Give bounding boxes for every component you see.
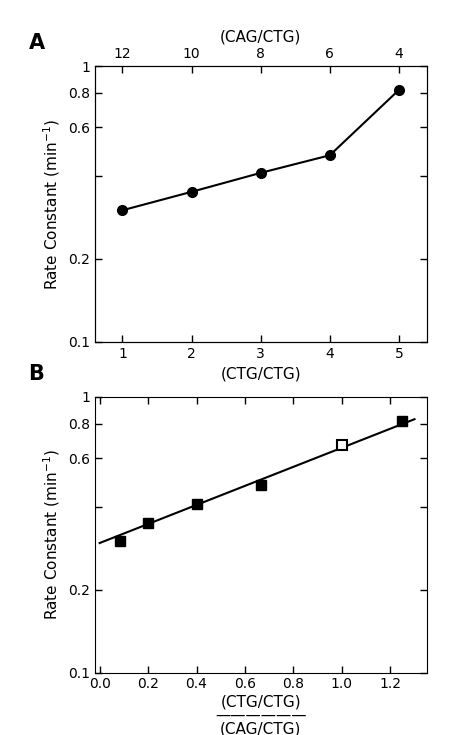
Y-axis label: Rate Constant (min$^{-1}$): Rate Constant (min$^{-1}$) [42, 449, 63, 620]
X-axis label: (CTG/CTG): (CTG/CTG) [220, 366, 301, 381]
Text: A: A [28, 33, 45, 53]
Y-axis label: Rate Constant (min$^{-1}$): Rate Constant (min$^{-1}$) [42, 118, 63, 290]
X-axis label: (CAG/CTG): (CAG/CTG) [220, 29, 301, 45]
Text: B: B [28, 364, 44, 384]
X-axis label: (CTG/CTG)
——————
(CAG/CTG): (CTG/CTG) —————— (CAG/CTG) [215, 694, 307, 735]
